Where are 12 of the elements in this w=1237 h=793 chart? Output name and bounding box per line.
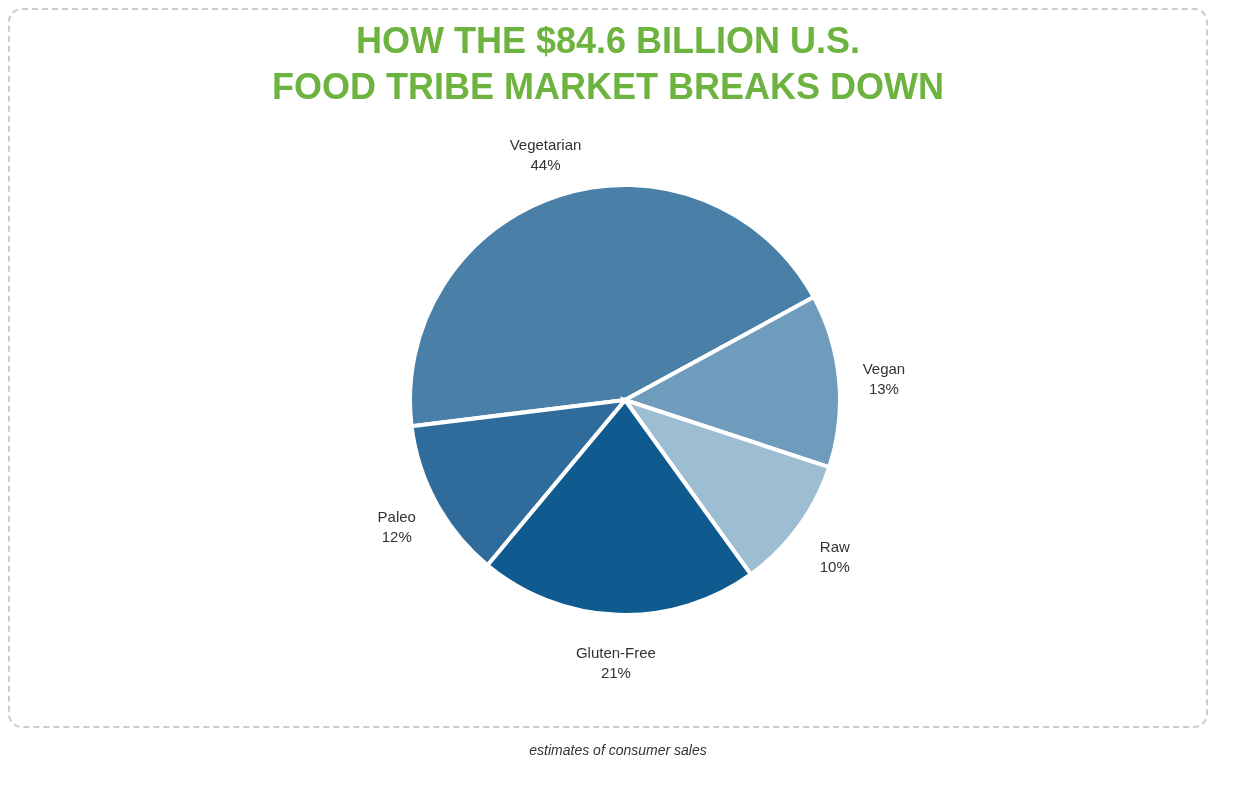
slice-label: Vegetarian	[509, 136, 582, 154]
slice-label: Gluten-Free	[575, 643, 656, 661]
data-label: 10%	[819, 557, 850, 575]
chart-title: HOW THE $84.6 BILLION U.S. FOOD TRIBE MARKET BREAKS DOWN	[271, 19, 945, 109]
data-label: 13%	[868, 380, 899, 398]
data-label: 44%	[530, 156, 561, 174]
slice-label: Vegan	[862, 360, 906, 378]
slice-label: Paleo	[377, 508, 416, 526]
data-label: 12%	[381, 528, 412, 546]
text: estimates of consumer sales	[528, 742, 708, 758]
data-label: 21%	[600, 663, 631, 681]
slice-label: Raw	[819, 537, 850, 555]
